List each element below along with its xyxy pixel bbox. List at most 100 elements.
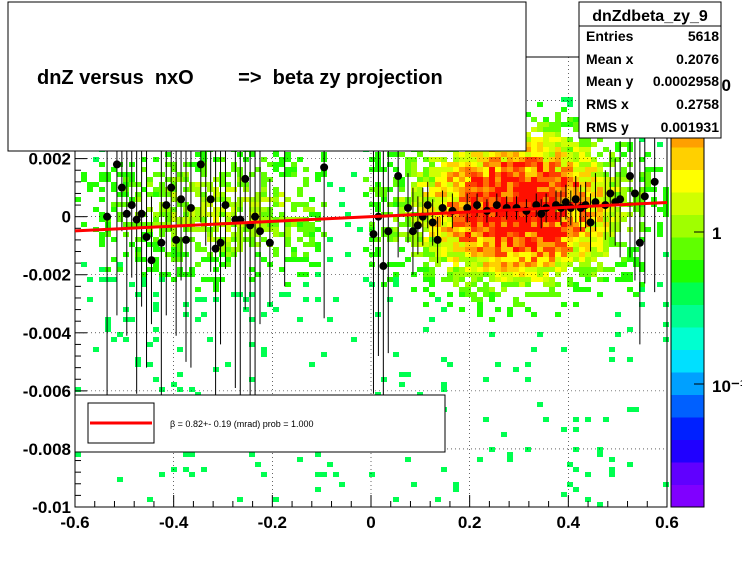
heatmap-cell [147,177,153,182]
heatmap-cell [411,202,417,207]
heatmap-cell [507,232,513,237]
heatmap-cell [495,272,501,277]
heatmap-cell [555,252,561,257]
heatmap-cell [393,497,399,502]
heatmap-cell [261,157,267,162]
heatmap-cell [513,242,519,247]
heatmap-cell [441,192,447,197]
heatmap-cell [153,247,159,252]
heatmap-cell [615,172,621,177]
heatmap-cell [147,192,153,197]
heatmap-cell [507,162,513,167]
heatmap-cell [459,232,465,237]
heatmap-cell [471,277,477,282]
heatmap-cell [537,157,543,162]
heatmap-cell [525,222,531,227]
heatmap-cell [483,377,489,382]
heatmap-cell [195,207,201,212]
heatmap-cell [573,232,579,237]
heatmap-cell [567,232,573,237]
heatmap-cell [135,197,141,202]
heatmap-cell [255,167,261,172]
heatmap-cell [261,212,267,217]
heatmap-cell [453,167,459,172]
heatmap-cell [633,207,639,212]
heatmap-cell [561,192,567,197]
heatmap-cell [603,197,609,202]
heatmap-cell [453,217,459,222]
heatmap-cell [189,387,195,392]
heatmap-cell [243,222,249,227]
heatmap-cell [537,267,543,272]
heatmap-cell [555,292,561,297]
heatmap-cell [555,312,561,317]
heatmap-cell [105,317,111,322]
heatmap-cell [363,277,369,282]
profile-point [586,218,595,227]
heatmap-cell [411,482,417,487]
heatmap-cell [573,447,579,452]
heatmap-cell [141,277,147,282]
heatmap-cell [591,257,597,262]
heatmap-cell [99,277,105,282]
heatmap-cell [537,277,543,282]
heatmap-cell [471,282,477,287]
heatmap-cell [495,197,501,202]
heatmap-cell [225,217,231,222]
heatmap-cell [597,242,603,247]
heatmap-cell [561,142,567,147]
heatmap-cell [285,227,291,232]
heatmap-cell [477,187,483,192]
heatmap-cell [543,157,549,162]
heatmap-cell [549,207,555,212]
heatmap-cell [417,177,423,182]
heatmap-cell [297,227,303,232]
heatmap-cell [477,207,483,212]
heatmap-cell [177,267,183,272]
x-tick-label: -0.6 [60,513,89,532]
heatmap-cell [165,207,171,212]
heatmap-cell [561,227,567,232]
heatmap-cell [417,267,423,272]
heatmap-cell [423,192,429,197]
heatmap-cell [633,247,639,252]
heatmap-cell [123,182,129,187]
heatmap-cell [465,187,471,192]
heatmap-cell [195,242,201,247]
heatmap-cell [597,237,603,242]
heatmap-cell [243,182,249,187]
heatmap-cell [471,192,477,197]
heatmap-cell [555,182,561,187]
heatmap-cell [585,142,591,147]
heatmap-cell [501,247,507,252]
heatmap-cell [195,317,201,322]
heatmap-cell [567,187,573,192]
heatmap-cell [591,207,597,212]
heatmap-cell [297,202,303,207]
heatmap-cell [255,252,261,257]
heatmap-cell [633,407,639,412]
heatmap-cell [597,447,603,452]
profile-point [428,218,437,227]
heatmap-cell [159,277,165,282]
heatmap-cell [165,152,171,157]
heatmap-cell [549,197,555,202]
profile-point [606,189,615,198]
heatmap-cell [597,192,603,197]
heatmap-cell [147,207,153,212]
heatmap-cell [573,222,579,227]
heatmap-cell [519,232,525,237]
heatmap-cell [345,212,351,217]
heatmap-cell [441,277,447,282]
heatmap-cell [123,337,129,342]
heatmap-cell [471,152,477,157]
heatmap-cell [159,207,165,212]
heatmap-cell [291,247,297,252]
heatmap-cell [441,252,447,257]
heatmap-cell [381,192,387,197]
heatmap-cell [513,222,519,227]
heatmap-cell [531,252,537,257]
heatmap-cell [501,222,507,227]
heatmap-cell [153,192,159,197]
heatmap-cell [639,212,645,217]
